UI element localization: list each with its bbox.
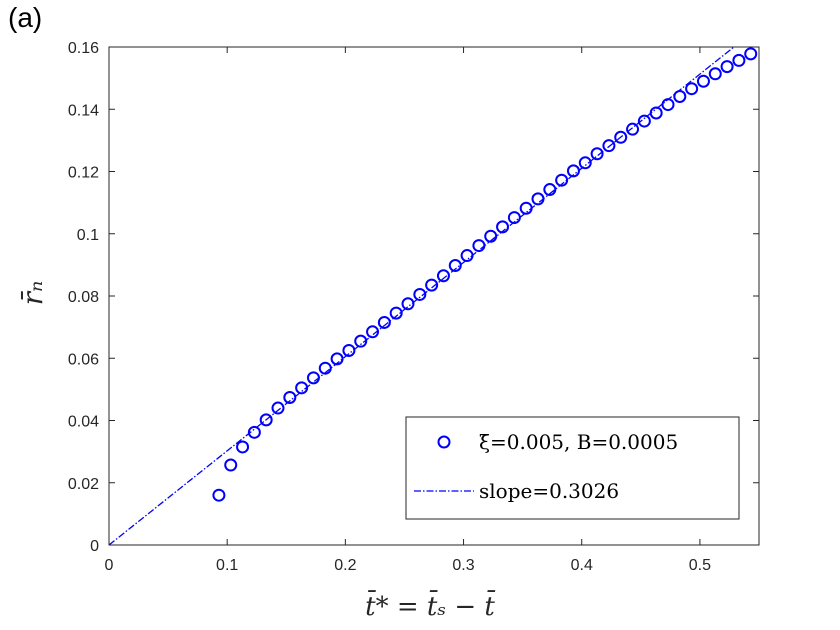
data-point bbox=[484, 229, 498, 243]
data-point bbox=[673, 89, 687, 103]
data-point bbox=[460, 249, 474, 263]
panel-label: (a) bbox=[8, 2, 43, 33]
data-point bbox=[661, 98, 675, 112]
data-point bbox=[720, 60, 734, 74]
data-point bbox=[614, 130, 628, 144]
data-point bbox=[342, 343, 356, 357]
data-point bbox=[496, 220, 510, 234]
data-point bbox=[224, 458, 238, 472]
y-tick-label: 0 bbox=[90, 538, 99, 555]
x-axis-title: t̄* = t̄ₛ − t̄ bbox=[365, 589, 496, 622]
x-tick-label: 0.3 bbox=[452, 557, 474, 574]
data-point bbox=[259, 413, 273, 427]
data-point bbox=[413, 287, 427, 301]
data-point bbox=[507, 211, 521, 225]
y-tick-label: 0.06 bbox=[68, 351, 99, 368]
data-point bbox=[637, 114, 651, 128]
data-point bbox=[425, 278, 439, 292]
y-axis-title: r̄ₙ bbox=[16, 281, 49, 306]
data-point bbox=[708, 67, 722, 81]
legend-label-points: ξ̄=0.005, B=0.0005 bbox=[479, 430, 678, 454]
y-tick-label: 0.1 bbox=[77, 227, 99, 244]
legend-label-line: slope=0.3026 bbox=[479, 479, 619, 503]
data-point bbox=[295, 381, 309, 395]
data-point bbox=[578, 156, 592, 170]
y-tick-label: 0.02 bbox=[68, 476, 99, 493]
legend: ξ̄=0.005, B=0.0005 slope=0.3026 bbox=[405, 416, 740, 520]
data-point bbox=[590, 147, 604, 161]
data-point bbox=[377, 315, 391, 329]
x-tick-label: 0 bbox=[105, 557, 114, 574]
x-tick-label: 0.4 bbox=[571, 557, 593, 574]
data-point bbox=[472, 239, 486, 253]
x-tick-label: 0.5 bbox=[689, 557, 711, 574]
data-point bbox=[543, 183, 557, 197]
data-point bbox=[330, 352, 344, 366]
y-tick-label: 0.08 bbox=[68, 289, 99, 306]
legend-box bbox=[405, 416, 740, 520]
data-point bbox=[401, 297, 415, 311]
data-point bbox=[236, 440, 250, 454]
y-tick-label: 0.12 bbox=[68, 165, 99, 182]
data-point bbox=[732, 53, 746, 67]
data-point bbox=[366, 325, 380, 339]
data-point bbox=[283, 390, 297, 404]
data-point bbox=[531, 192, 545, 206]
y-tick-label: 0.16 bbox=[68, 40, 99, 57]
y-tick-label: 0.14 bbox=[68, 102, 99, 119]
legend-marker-points bbox=[437, 435, 451, 449]
data-point bbox=[685, 82, 699, 96]
data-point bbox=[247, 425, 261, 439]
data-point bbox=[448, 258, 462, 272]
data-point bbox=[696, 74, 710, 88]
plot-area bbox=[109, 47, 758, 545]
data-point bbox=[649, 106, 663, 120]
data-point bbox=[389, 306, 403, 320]
data-point bbox=[555, 173, 569, 187]
y-tick-label: 0.04 bbox=[68, 414, 99, 431]
axes: 0 0.1 0.2 0.3 0.4 0.5 0 0.02 0.04 0.06 0.08 0.1 0.12… bbox=[68, 40, 760, 574]
data-point bbox=[436, 269, 450, 283]
data-point bbox=[354, 334, 368, 348]
x-tick-label: 0.2 bbox=[334, 557, 356, 574]
data-point bbox=[744, 47, 758, 61]
data-point bbox=[212, 488, 226, 502]
data-point bbox=[602, 139, 616, 153]
data-point bbox=[519, 201, 533, 215]
data-point bbox=[566, 164, 580, 178]
data-point bbox=[626, 122, 640, 136]
data-point bbox=[271, 401, 285, 415]
x-tick-label: 0.1 bbox=[216, 557, 238, 574]
data-point bbox=[318, 361, 332, 375]
data-point bbox=[306, 371, 320, 385]
